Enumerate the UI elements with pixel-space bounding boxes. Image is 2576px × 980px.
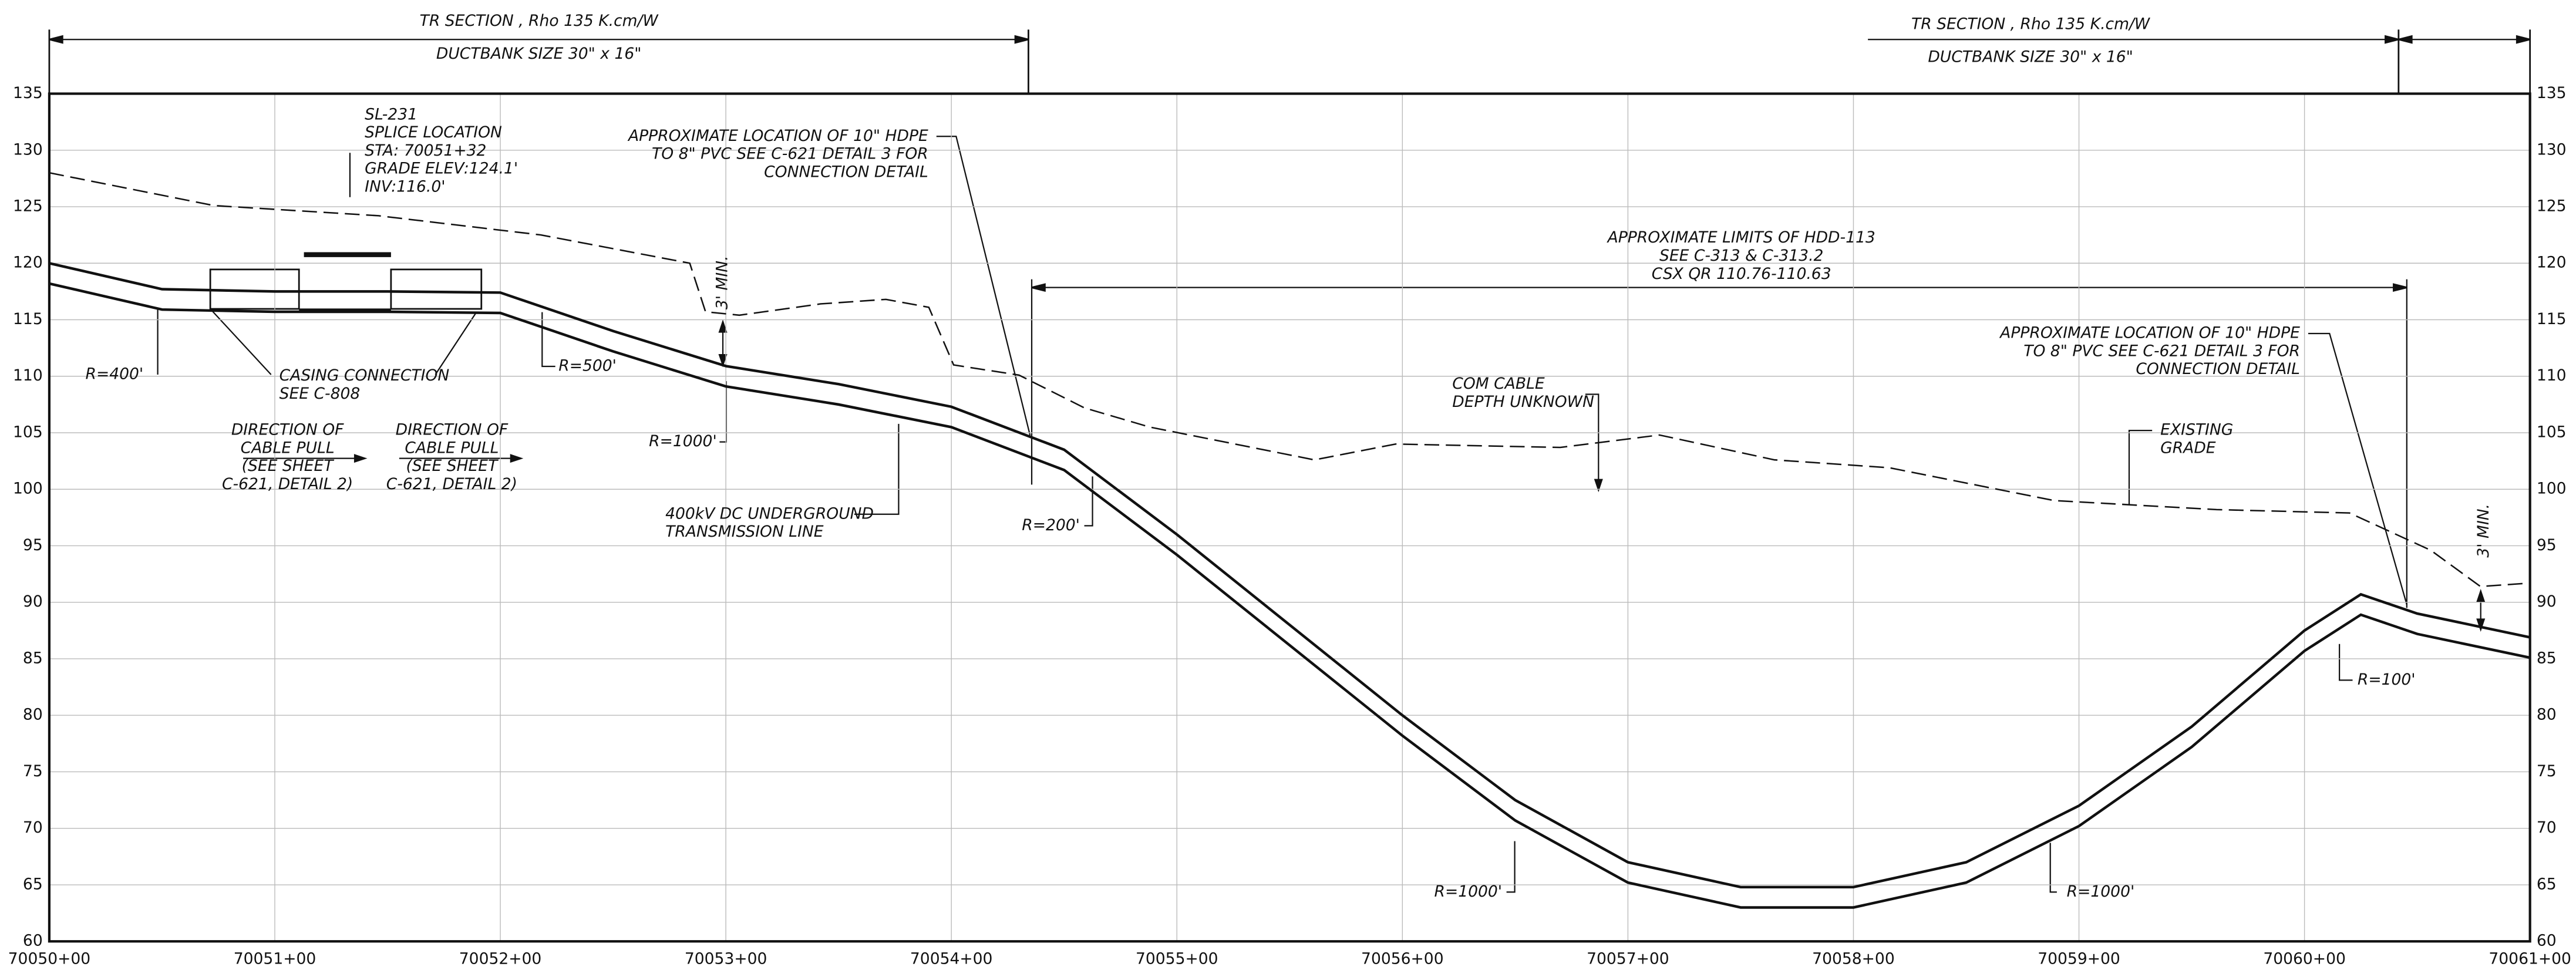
y-tick-label: 100 <box>13 480 43 498</box>
y-tick-label-right: 65 <box>2537 875 2557 893</box>
x-tick-label: 70059+00 <box>2038 949 2120 968</box>
x-tick-label: 70055+00 <box>1136 949 1218 968</box>
header-title: TR SECTION , Rho 135 K.cm/W <box>1911 15 2151 33</box>
x-tick-label: 70052+00 <box>459 949 542 968</box>
annotation: 3' MIN. <box>2474 504 2493 558</box>
y-tick-label-right: 85 <box>2537 649 2557 667</box>
y-tick-label: 115 <box>13 310 43 328</box>
profile-line <box>49 282 2531 909</box>
y-tick-label: 125 <box>13 197 43 215</box>
y-tick-label-right: 120 <box>2537 254 2567 272</box>
annotation: R=1000' <box>1435 883 1503 901</box>
x-tick-label: 70058+00 <box>1812 949 1895 968</box>
annotation: 3' MIN. <box>713 255 732 309</box>
annotation: COM CABLE <box>1452 375 1545 393</box>
annotation: R=1000' <box>2067 883 2135 901</box>
drawing-frame <box>48 29 2531 893</box>
y-tick-label: 75 <box>23 762 43 780</box>
header-title: TR SECTION , Rho 135 K.cm/W <box>420 12 659 30</box>
annotation: APPROXIMATE LOCATION OF 10" HDPE <box>627 127 928 145</box>
x-tick-label: 70050+00 <box>8 949 91 968</box>
annotation: APPROXIMATE LIMITS OF HDD-113 <box>1607 228 1875 247</box>
annotation: CABLE PULL <box>405 439 499 457</box>
annotation: SEE C-808 <box>280 385 361 403</box>
y-tick-label-right: 70 <box>2537 819 2557 837</box>
y-tick-label-right: 130 <box>2537 140 2567 159</box>
y-tick-label: 105 <box>13 423 43 441</box>
profile-line <box>49 262 2531 889</box>
y-tick-label: 85 <box>23 649 43 667</box>
y-tick-label: 70 <box>23 819 43 837</box>
annotation: CABLE PULL <box>241 439 335 457</box>
y-tick-label-right: 105 <box>2537 423 2567 441</box>
annotation: R=400' <box>85 365 143 383</box>
profile-line <box>49 172 2530 588</box>
annotation: TRANSMISSION LINE <box>665 523 824 541</box>
y-tick-label: 130 <box>13 140 43 159</box>
y-tick-label: 90 <box>23 592 43 611</box>
annotation: CONNECTION DETAIL <box>764 163 928 181</box>
annotation: STA: 70051+32 <box>365 142 486 160</box>
annotation: TO 8" PVC SEE C-621 DETAIL 3 FOR <box>2023 342 2300 360</box>
y-tick-label: 65 <box>23 875 43 893</box>
x-tick-label: 70060+00 <box>2263 949 2346 968</box>
annotation: (SEE SHEET <box>242 457 335 475</box>
x-tick-label: 70051+00 <box>234 949 316 968</box>
annotation: SEE C-313 & C-313.2 <box>1659 247 1823 265</box>
plot-frame <box>48 92 2531 943</box>
y-tick-label-right: 90 <box>2537 592 2557 611</box>
annotation: R=500' <box>558 356 617 375</box>
annotation: SPLICE LOCATION <box>365 123 502 142</box>
y-tick-label-right: 115 <box>2537 310 2567 328</box>
header-subtitle: DUCTBANK SIZE 30" x 16" <box>436 45 642 63</box>
y-tick-label-right: 80 <box>2537 706 2557 724</box>
annotation: EXISTING <box>2160 421 2233 439</box>
annotation: APPROXIMATE LOCATION OF 10" HDPE <box>1999 324 2300 342</box>
y-tick-label: 60 <box>23 932 43 950</box>
y-tick-label: 80 <box>23 706 43 724</box>
y-tick-label-right: 60 <box>2537 932 2557 950</box>
header-subtitle: DUCTBANK SIZE 30" x 16" <box>1928 48 2133 66</box>
annotation: CONNECTION DETAIL <box>2136 360 2300 378</box>
y-tick-label-right: 135 <box>2537 84 2567 102</box>
y-tick-label-right: 125 <box>2537 197 2567 215</box>
annotation: DIRECTION OF <box>396 421 509 439</box>
annotation: C-621, DETAIL 2) <box>386 475 517 493</box>
y-tick-label: 120 <box>13 254 43 272</box>
y-tick-label-right: 110 <box>2537 366 2567 385</box>
x-tick-label: 70056+00 <box>1361 949 1444 968</box>
x-tick-label: 70053+00 <box>685 949 767 968</box>
annotation: R=200' <box>1022 516 1080 534</box>
x-tick-label: 70061+00 <box>2489 949 2571 968</box>
x-tick-label: 70057+00 <box>1587 949 1669 968</box>
annotation: SL-231 <box>365 105 417 123</box>
annotation: C-621, DETAIL 2) <box>222 475 353 493</box>
annotation: DEPTH UNKNOWN <box>1452 393 1594 411</box>
annotation: (SEE SHEET <box>406 457 499 475</box>
annotation: GRADE ELEV:124.1' <box>365 160 518 178</box>
annotation: CASING CONNECTION <box>280 366 450 385</box>
annotation: 400kV DC UNDERGROUND <box>665 504 874 523</box>
y-tick-label-right: 75 <box>2537 762 2557 780</box>
annotation: DIRECTION OF <box>231 421 344 439</box>
annotation: R=1000' <box>649 432 717 450</box>
y-tick-label: 95 <box>23 536 43 554</box>
y-tick-label-right: 100 <box>2537 480 2567 498</box>
annotation: CSX QR 110.76-110.63 <box>1652 265 1831 283</box>
annotation: INV:116.0' <box>365 177 445 196</box>
y-tick-label: 135 <box>13 84 43 102</box>
annotation: R=100' <box>2358 671 2416 689</box>
annotation: GRADE <box>2160 439 2216 457</box>
x-tick-label: 70054+00 <box>910 949 993 968</box>
y-tick-label: 110 <box>13 366 43 385</box>
y-tick-label-right: 95 <box>2537 536 2557 554</box>
annotation: TO 8" PVC SEE C-621 DETAIL 3 FOR <box>652 145 928 163</box>
